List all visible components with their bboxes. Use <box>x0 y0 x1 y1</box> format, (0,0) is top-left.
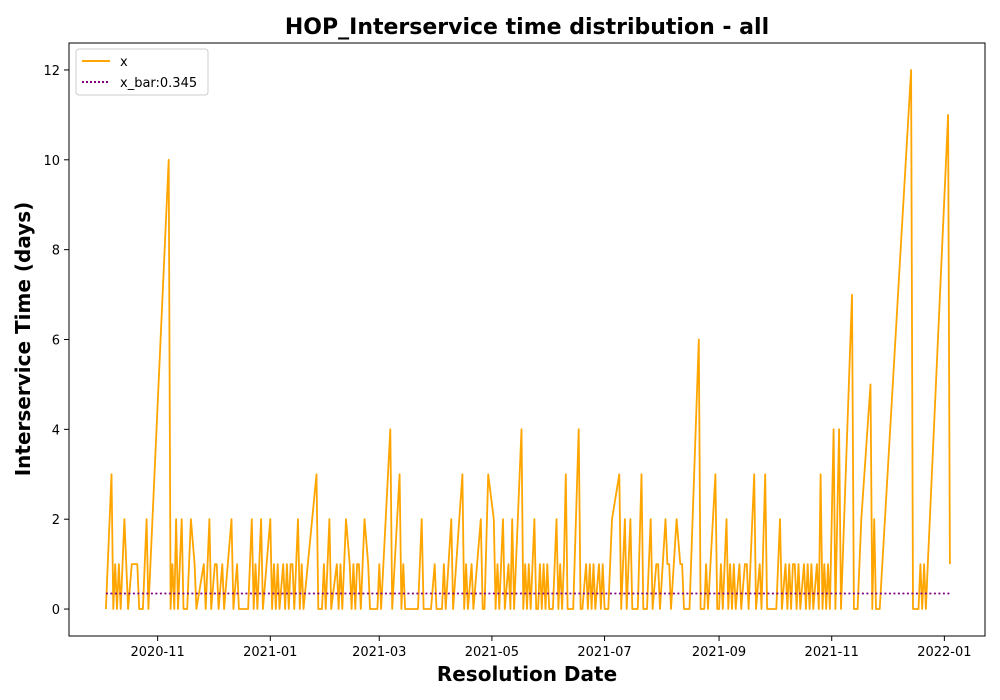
x-tick-label: 2020-11 <box>130 645 184 660</box>
x-axis-label: Resolution Date <box>437 662 617 686</box>
plot-marks <box>105 69 951 610</box>
y-tick-label: 6 <box>52 334 60 349</box>
x-tick-label: 2021-09 <box>692 645 746 660</box>
y-axis-label: Interservice Time (days) <box>11 202 35 477</box>
x-axis-ticks: 2020-11 2021-01 2021-03 2021-05 2021-07 2021-… <box>130 636 972 660</box>
legend: x x_bar:0.345 <box>75 48 209 96</box>
x-tick-label: 2021-11 <box>805 645 859 660</box>
y-axis-ticks: 0 2 4 6 8 10 12 <box>43 64 69 618</box>
x-tick-label: 2021-07 <box>577 645 631 660</box>
y-tick-label: 0 <box>52 603 60 618</box>
y-tick-label: 12 <box>43 64 60 79</box>
y-tick-label: 4 <box>52 423 60 438</box>
x-tick-label: 2021-03 <box>352 645 406 660</box>
x-tick-label: 2021-05 <box>465 645 519 660</box>
y-tick-label: 8 <box>52 244 60 259</box>
x-tick-label: 2021-01 <box>243 645 297 660</box>
chart-title: HOP_Interservice time distribution - all <box>285 15 769 40</box>
legend-label-x: x <box>120 55 128 70</box>
x-tick-label: 2022-01 <box>917 645 971 660</box>
y-tick-label: 2 <box>52 513 60 528</box>
y-tick-label: 10 <box>43 154 60 169</box>
legend-label-x-bar: x_bar:0.345 <box>120 76 197 91</box>
